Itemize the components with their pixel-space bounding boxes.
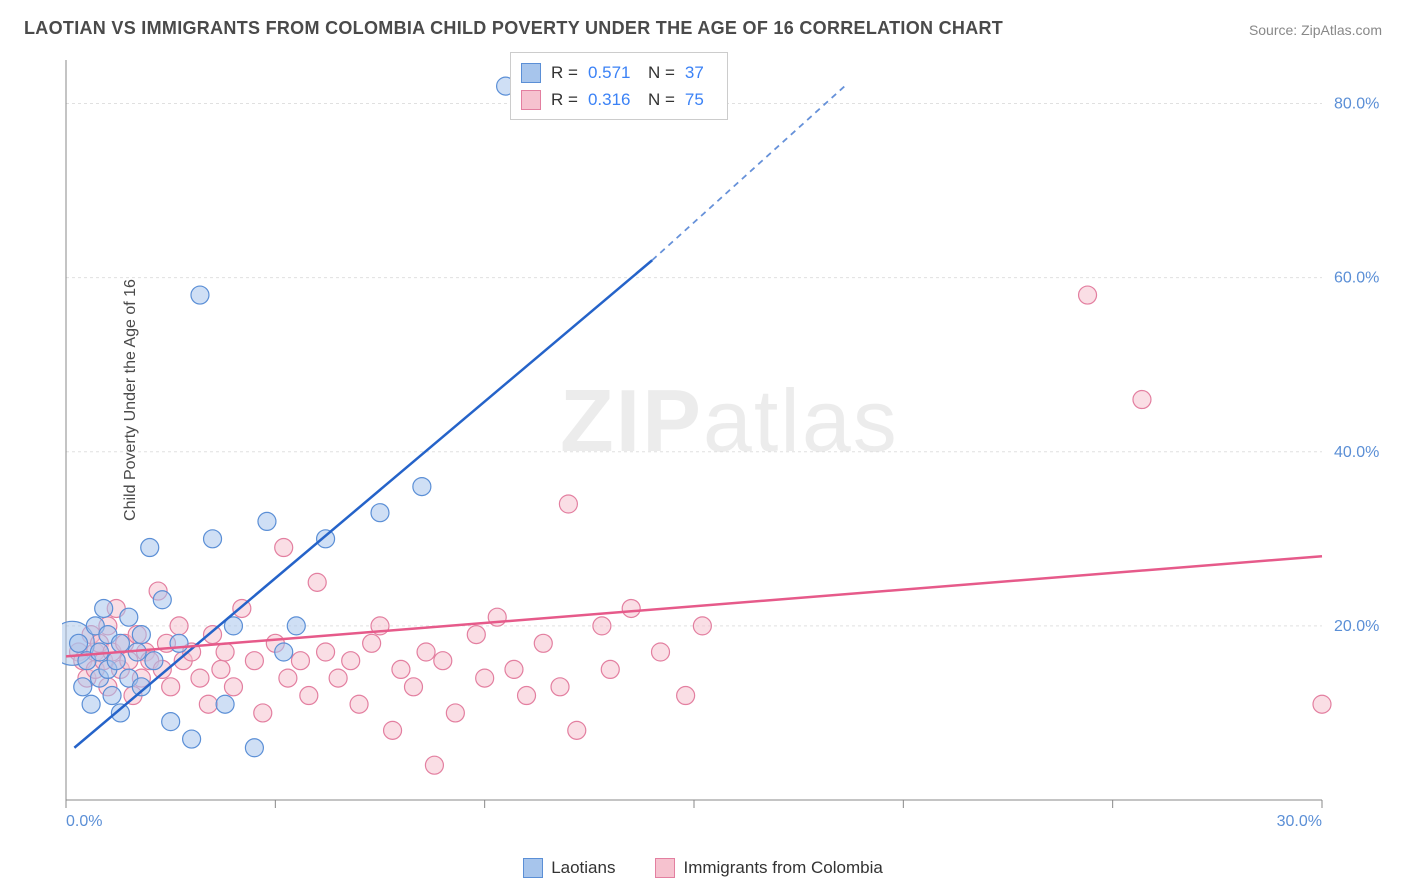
bottom-legend: Laotians Immigrants from Colombia: [0, 858, 1406, 878]
svg-text:30.0%: 30.0%: [1277, 813, 1322, 830]
stats-legend-box: R = 0.571 N = 37 R = 0.316 N = 75: [510, 52, 728, 120]
svg-text:0.0%: 0.0%: [66, 813, 102, 830]
scatter-chart: 20.0% 40.0% 60.0% 80.0% 0.0% 30.0%: [62, 50, 1382, 840]
legend-item-colombia: Immigrants from Colombia: [655, 858, 882, 878]
source-label: Source: ZipAtlas.com: [1249, 22, 1382, 38]
stats-row-laotians: R = 0.571 N = 37: [521, 59, 713, 86]
swatch-icon: [521, 90, 541, 110]
legend-item-laotians: Laotians: [523, 858, 615, 878]
svg-text:60.0%: 60.0%: [1334, 270, 1379, 287]
svg-text:40.0%: 40.0%: [1334, 444, 1379, 461]
swatch-icon: [521, 63, 541, 83]
svg-text:20.0%: 20.0%: [1334, 618, 1379, 635]
chart-title: LAOTIAN VS IMMIGRANTS FROM COLOMBIA CHIL…: [24, 18, 1003, 39]
svg-text:80.0%: 80.0%: [1334, 96, 1379, 113]
swatch-icon: [655, 858, 675, 878]
swatch-icon: [523, 858, 543, 878]
stats-row-colombia: R = 0.316 N = 75: [521, 86, 713, 113]
plot-area: 20.0% 40.0% 60.0% 80.0% 0.0% 30.0%: [62, 50, 1382, 840]
